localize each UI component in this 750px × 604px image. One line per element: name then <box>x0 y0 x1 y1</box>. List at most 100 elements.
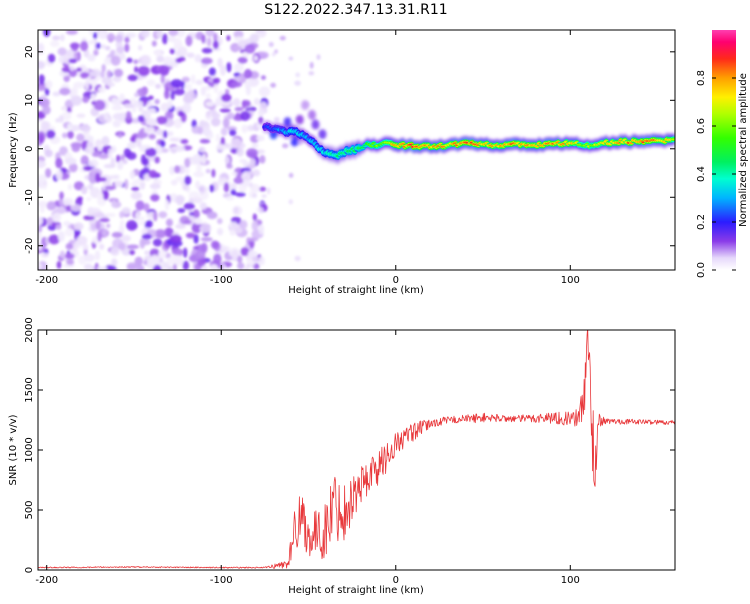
spectrogram-x-label: Height of straight line (km) <box>288 285 424 296</box>
noise-blob <box>48 234 60 245</box>
noise-blob <box>124 43 130 53</box>
noise-blob <box>199 138 211 144</box>
noise-blob <box>208 67 216 76</box>
noise-blob <box>102 228 108 237</box>
noise-blob <box>156 116 168 125</box>
noise-blob <box>217 57 223 68</box>
noise-blob <box>88 40 96 45</box>
noise-blob <box>190 74 196 85</box>
noise-blob <box>196 164 202 173</box>
noise-blob <box>140 154 147 166</box>
noise-blob <box>64 157 77 165</box>
noise-blob <box>156 30 163 39</box>
noise-blob <box>119 211 124 219</box>
noise-blob <box>119 93 125 102</box>
noise-blob <box>123 103 135 109</box>
noise-blob <box>199 184 206 195</box>
noise-blob <box>245 106 257 112</box>
x-tick-label: 100 <box>561 575 580 586</box>
noise-blob <box>252 169 261 177</box>
noise-blob <box>226 62 232 73</box>
noise-blob <box>47 53 56 64</box>
noise-blob <box>288 172 294 178</box>
noise-blob <box>176 30 186 38</box>
noise-blob <box>247 237 259 242</box>
noise-blob <box>111 145 117 153</box>
noise-blob <box>205 30 215 37</box>
noise-blob <box>93 49 99 56</box>
noise-blob <box>247 170 254 176</box>
ridge-branch-blob <box>307 109 316 120</box>
noise-blob <box>226 35 231 41</box>
noise-blob <box>77 196 83 202</box>
noise-blob <box>79 124 91 132</box>
noise-blob <box>191 222 202 234</box>
noise-blob <box>38 60 46 70</box>
noise-blob <box>134 92 140 98</box>
noise-blob <box>258 207 264 214</box>
colorbar: 0.0 0.2 0.4 0.6 0.8 Normalized spectral ampl… <box>696 30 749 278</box>
noise-blob <box>231 249 239 260</box>
noise-blob <box>243 68 253 79</box>
noise-blob <box>253 97 260 106</box>
noise-blob <box>121 234 132 242</box>
noise-blob <box>141 233 152 240</box>
noise-blob <box>66 49 75 56</box>
noise-blob <box>316 54 321 60</box>
colorbar-tick-label: 0.6 <box>696 118 707 134</box>
noise-blob <box>90 93 96 100</box>
noise-blob <box>93 99 106 111</box>
noise-blob <box>249 183 260 193</box>
colorbar-gradient <box>712 30 736 270</box>
x-tick-label: -100 <box>210 275 233 286</box>
noise-blob <box>51 212 62 223</box>
figure-title: S122.2022.347.13.31.R11 <box>264 2 447 18</box>
noise-blob <box>103 56 114 66</box>
noise-blob <box>124 178 129 190</box>
noise-blob <box>232 205 243 216</box>
noise-blob <box>230 189 237 196</box>
noise-blob <box>38 200 48 208</box>
noise-blob <box>73 181 85 191</box>
noise-blob <box>161 33 168 45</box>
noise-blob <box>237 56 248 64</box>
noise-blob <box>73 222 84 231</box>
noise-blob <box>182 102 192 114</box>
noise-blob <box>138 45 143 51</box>
noise-blob <box>145 144 151 149</box>
noise-blob <box>121 207 131 215</box>
noise-blob <box>155 83 161 89</box>
noise-blob <box>116 45 125 54</box>
noise-blob <box>309 61 314 69</box>
noise-blob <box>170 89 175 101</box>
noise-blob <box>119 219 125 227</box>
noise-blob <box>288 199 293 205</box>
noise-blob <box>67 123 73 132</box>
noise-blob <box>88 173 98 184</box>
colorbar-tick-label: 0.4 <box>696 166 707 182</box>
noise-blob <box>143 260 148 266</box>
snr-y-label: SNR (10 * v/v) <box>8 414 19 485</box>
noise-blob <box>205 92 211 100</box>
x-tick-label: 0 <box>393 575 399 586</box>
noise-blob <box>175 194 185 206</box>
noise-blob <box>86 140 95 151</box>
noise-blob <box>195 79 204 86</box>
noise-blob <box>180 139 189 144</box>
noise-blob <box>152 264 162 270</box>
y-tick-label: 1000 <box>24 437 35 462</box>
noise-blob <box>127 74 138 82</box>
noise-blob <box>229 183 237 191</box>
noise-blob <box>139 54 152 66</box>
noise-blob <box>200 86 206 96</box>
noise-blob <box>116 154 121 163</box>
noise-blob <box>83 215 96 221</box>
noise-blob <box>171 148 177 154</box>
noise-blob <box>58 115 64 123</box>
noise-blob <box>40 252 49 258</box>
noise-blob <box>92 31 98 40</box>
noise-blob <box>110 246 120 257</box>
noise-blob <box>112 120 121 128</box>
noise-blob <box>258 186 267 192</box>
noise-blob <box>252 255 259 263</box>
